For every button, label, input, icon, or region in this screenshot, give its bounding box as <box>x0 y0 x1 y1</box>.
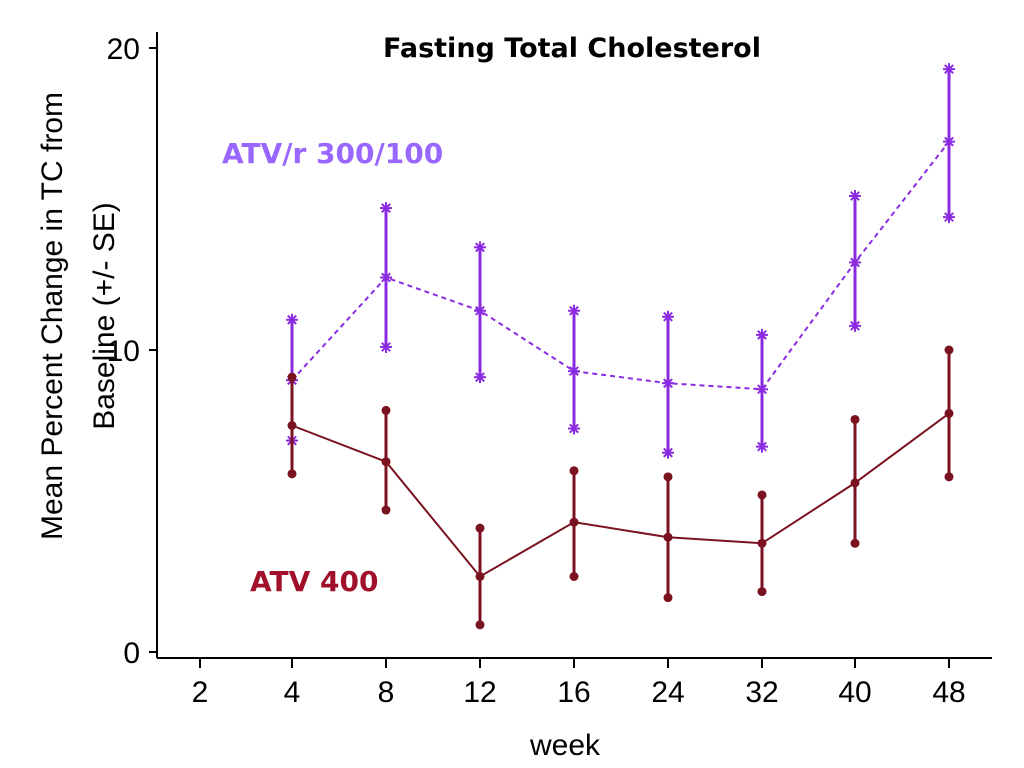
error-bar-upper-marker <box>943 63 955 76</box>
error-bar-upper-marker-stroke <box>287 314 297 325</box>
data-point <box>756 383 768 396</box>
error-bar-upper-marker <box>287 372 297 382</box>
x-axis-label: week <box>529 729 601 762</box>
data-point <box>757 538 767 548</box>
data-point-stroke <box>850 257 860 268</box>
x-tick-label: 16 <box>557 676 590 709</box>
error-bar-lower-marker-stroke <box>757 441 767 452</box>
data-point <box>663 532 673 542</box>
x-tick-label: 4 <box>284 676 301 709</box>
error-bar-upper-marker <box>850 414 860 424</box>
error-bar-lower-marker-stroke <box>381 342 391 352</box>
error-bar-upper-marker <box>474 241 486 254</box>
error-bar-lower-marker <box>943 211 955 224</box>
data-point <box>662 377 674 390</box>
y-tick-label: 20 <box>107 33 140 66</box>
error-bar-lower-marker <box>663 593 673 603</box>
error-bar-upper-marker-stroke <box>944 64 954 75</box>
error-bar-lower-marker <box>287 469 297 479</box>
data-point <box>569 517 579 527</box>
x-tick-label: 24 <box>651 676 684 709</box>
error-bar-lower-marker-stroke <box>850 320 860 331</box>
x-tick-label: 32 <box>745 676 778 709</box>
error-bar-upper-marker <box>569 466 579 476</box>
error-bar-upper-marker-stroke <box>381 203 391 213</box>
error-bar-upper-marker-stroke <box>757 329 767 340</box>
error-bar-upper-marker <box>756 328 768 341</box>
error-bar-lower-marker-stroke <box>663 447 673 458</box>
error-bar-upper-marker <box>380 202 392 215</box>
error-bar-upper-marker <box>849 189 861 202</box>
error-bar-lower-marker <box>849 319 861 332</box>
series-line <box>291 141 950 391</box>
error-bar-lower-marker <box>380 340 392 353</box>
data-point <box>287 421 297 430</box>
data-point <box>568 365 580 378</box>
error-bar-lower-marker <box>381 505 391 515</box>
error-bar-lower-marker <box>474 371 486 384</box>
data-point <box>944 408 954 418</box>
series-label-atvr: ATV/r 300/100 <box>222 137 443 170</box>
error-bar-upper-marker-stroke <box>663 311 673 322</box>
data-point-stroke <box>381 272 391 283</box>
x-tick-label: 48 <box>932 676 965 709</box>
series-label-atv: ATV 400 <box>250 565 378 598</box>
error-bar-upper-marker-stroke <box>850 191 860 201</box>
data-point <box>849 256 861 269</box>
data-point <box>850 478 860 488</box>
error-bar-upper-marker <box>475 523 485 533</box>
y-axis-label-line1: Mean Percent Change in TC from <box>36 92 69 540</box>
error-bar-upper-marker <box>286 313 298 326</box>
error-bar-lower-marker <box>757 587 767 597</box>
data-point-stroke <box>944 136 954 147</box>
error-bar-upper-marker <box>662 310 674 323</box>
data-point-stroke <box>569 366 579 377</box>
error-bar-lower-marker <box>662 446 674 459</box>
data-point-stroke <box>475 305 485 316</box>
data-point-stroke <box>757 384 767 395</box>
x-tick-label: 2 <box>192 676 209 709</box>
data-point <box>380 271 392 284</box>
x-tick-label: 40 <box>838 676 871 709</box>
data-point <box>943 135 955 148</box>
series-0 <box>286 63 955 459</box>
y-tick-label: 0 <box>123 637 140 670</box>
data-point <box>474 304 486 317</box>
x-tick-label: 12 <box>463 676 496 709</box>
error-bar-upper-marker <box>568 304 580 317</box>
error-bar-lower-marker <box>568 422 580 435</box>
data-point <box>475 572 485 581</box>
error-bar-lower-marker <box>569 572 579 581</box>
error-bar-upper-marker-stroke <box>475 242 485 253</box>
series-line <box>291 412 950 578</box>
y-tick-label: 10 <box>107 335 140 368</box>
series-1 <box>287 345 954 630</box>
error-bar-upper-marker <box>757 490 767 500</box>
error-bar-lower-marker <box>944 472 954 482</box>
error-bar-upper-marker-stroke <box>569 305 579 316</box>
data-point-stroke <box>663 378 673 389</box>
error-bar-lower-marker-stroke <box>475 372 485 383</box>
error-bar-upper-marker <box>381 405 391 415</box>
error-bar-upper-marker <box>663 472 673 482</box>
error-bar-lower-marker <box>850 538 860 548</box>
error-bar-upper-marker <box>944 345 954 355</box>
error-bar-lower-marker-stroke <box>569 423 579 434</box>
error-bar-lower-marker <box>475 620 485 630</box>
error-bar-lower-marker-stroke <box>944 212 954 223</box>
data-point <box>381 457 391 467</box>
x-tick-label: 8 <box>378 676 395 709</box>
chart-title: Fasting Total Cholesterol <box>383 33 761 64</box>
error-bar-lower-marker <box>756 440 768 453</box>
y-axis-label-line2: Baseline (+/- SE) <box>88 202 121 430</box>
